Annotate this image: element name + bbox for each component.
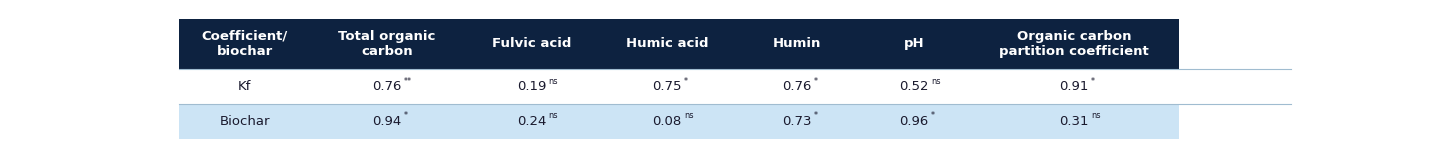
Text: *: * xyxy=(684,77,688,86)
Text: ns: ns xyxy=(684,112,694,120)
Text: 0.76: 0.76 xyxy=(373,80,402,93)
Bar xyxy=(736,104,859,139)
Text: Fulvic acid: Fulvic acid xyxy=(492,37,571,50)
Text: 0.76: 0.76 xyxy=(783,80,812,93)
Text: *: * xyxy=(815,77,817,86)
Bar xyxy=(736,69,859,104)
Text: 0.96: 0.96 xyxy=(899,115,928,128)
Text: *: * xyxy=(1091,77,1094,86)
Text: Humic acid: Humic acid xyxy=(625,37,708,50)
Bar xyxy=(599,104,736,139)
Text: ns: ns xyxy=(548,112,558,120)
Bar xyxy=(310,69,463,104)
Bar xyxy=(859,69,968,104)
Text: ns: ns xyxy=(548,77,558,86)
Text: 0.91: 0.91 xyxy=(1060,80,1088,93)
Bar xyxy=(736,19,859,69)
Text: Coefficient/
biochar: Coefficient/ biochar xyxy=(202,30,288,58)
Bar xyxy=(310,104,463,139)
Bar xyxy=(968,19,1180,69)
Text: 0.08: 0.08 xyxy=(652,115,681,128)
Text: 0.73: 0.73 xyxy=(783,115,812,128)
Bar xyxy=(968,104,1180,139)
Bar xyxy=(179,104,310,139)
Text: *: * xyxy=(404,112,407,120)
Text: Kf: Kf xyxy=(238,80,251,93)
Text: ns: ns xyxy=(931,77,941,86)
Text: *: * xyxy=(931,112,935,120)
Text: *: * xyxy=(815,112,819,120)
Bar xyxy=(968,69,1180,104)
Text: pH: pH xyxy=(903,37,923,50)
Bar xyxy=(310,19,463,69)
Text: Humin: Humin xyxy=(773,37,822,50)
Bar xyxy=(599,19,736,69)
Bar xyxy=(859,19,968,69)
Text: ns: ns xyxy=(1091,112,1100,120)
Bar xyxy=(463,69,599,104)
Bar xyxy=(599,69,736,104)
Bar xyxy=(179,69,310,104)
Text: Total organic
carbon: Total organic carbon xyxy=(338,30,436,58)
Text: 0.31: 0.31 xyxy=(1060,115,1088,128)
Text: **: ** xyxy=(404,77,412,86)
Text: Organic carbon
partition coefficient: Organic carbon partition coefficient xyxy=(999,30,1149,58)
Bar xyxy=(859,104,968,139)
Text: 0.19: 0.19 xyxy=(516,80,546,93)
Text: 0.52: 0.52 xyxy=(899,80,929,93)
Bar xyxy=(463,19,599,69)
Text: 0.75: 0.75 xyxy=(652,80,683,93)
Bar xyxy=(463,104,599,139)
Bar xyxy=(179,19,310,69)
Text: 0.24: 0.24 xyxy=(516,115,546,128)
Text: Biochar: Biochar xyxy=(219,115,270,128)
Text: 0.94: 0.94 xyxy=(373,115,402,128)
